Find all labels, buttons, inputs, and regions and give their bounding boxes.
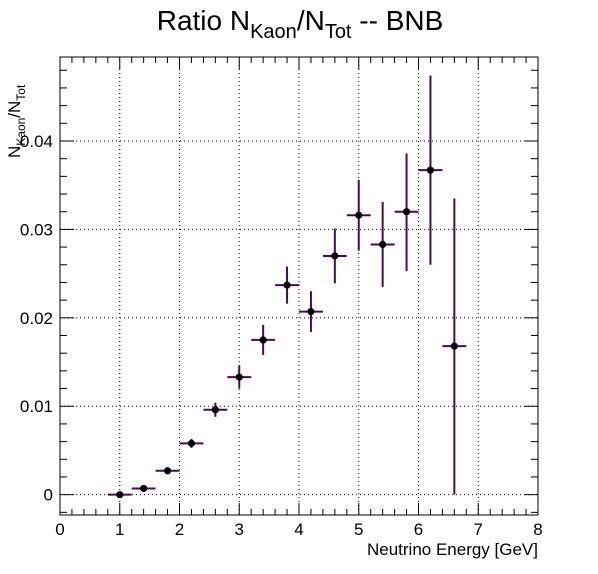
data-marker [307, 308, 315, 316]
data-point [370, 202, 395, 287]
data-marker [187, 439, 196, 447]
y-axis-title: NKaon/NTot [5, 84, 28, 158]
data-point [299, 291, 323, 332]
data-point [107, 491, 132, 499]
data-point [346, 179, 371, 251]
x-tick-label: 4 [294, 520, 303, 539]
data-marker [283, 281, 291, 289]
chart-title: Ratio NKaon/NTot -- BNB [157, 5, 444, 43]
data-point [131, 484, 156, 493]
data-point [394, 153, 419, 271]
data-marker [211, 406, 219, 414]
data-marker [140, 484, 148, 493]
data-point [203, 402, 228, 417]
data-marker [426, 166, 435, 174]
data-point [275, 266, 299, 304]
axis-ticks [59, 57, 539, 515]
data-marker [259, 336, 267, 344]
x-axis-title: Neutrino Energy [GeV] [367, 540, 538, 559]
data-marker [402, 208, 411, 216]
y-tick-label: 0.01 [20, 397, 53, 416]
x-tick-label: 8 [533, 520, 542, 539]
data-point [155, 467, 180, 475]
data-point [179, 438, 204, 448]
data-point [322, 228, 347, 284]
y-tick-label: 0.03 [20, 220, 53, 239]
data-marker [355, 211, 363, 219]
data-points [107, 75, 467, 499]
y-tick-label: 0.04 [20, 132, 53, 151]
data-marker [163, 467, 172, 475]
data-point [442, 198, 467, 495]
data-marker [116, 491, 124, 499]
data-marker [379, 240, 387, 249]
x-tick-label: 2 [175, 520, 184, 539]
data-marker [235, 373, 243, 381]
x-tick-label: 1 [115, 520, 124, 539]
data-point [418, 75, 443, 265]
x-tick-label: 7 [474, 520, 483, 539]
data-point [227, 365, 252, 389]
data-marker [450, 342, 458, 350]
y-tick-label: 0.02 [20, 309, 53, 328]
x-tick-label: 0 [55, 520, 64, 539]
x-tick-label: 5 [354, 520, 363, 539]
y-tick-label: 0 [44, 486, 53, 505]
tick-labels: 0 1 2 3 4 5 6 7 8 0 0.01 0.02 0.03 0.04 [20, 132, 543, 539]
x-tick-label: 6 [414, 520, 423, 539]
data-point [251, 324, 276, 355]
data-marker [331, 252, 339, 260]
x-tick-label: 3 [235, 520, 244, 539]
